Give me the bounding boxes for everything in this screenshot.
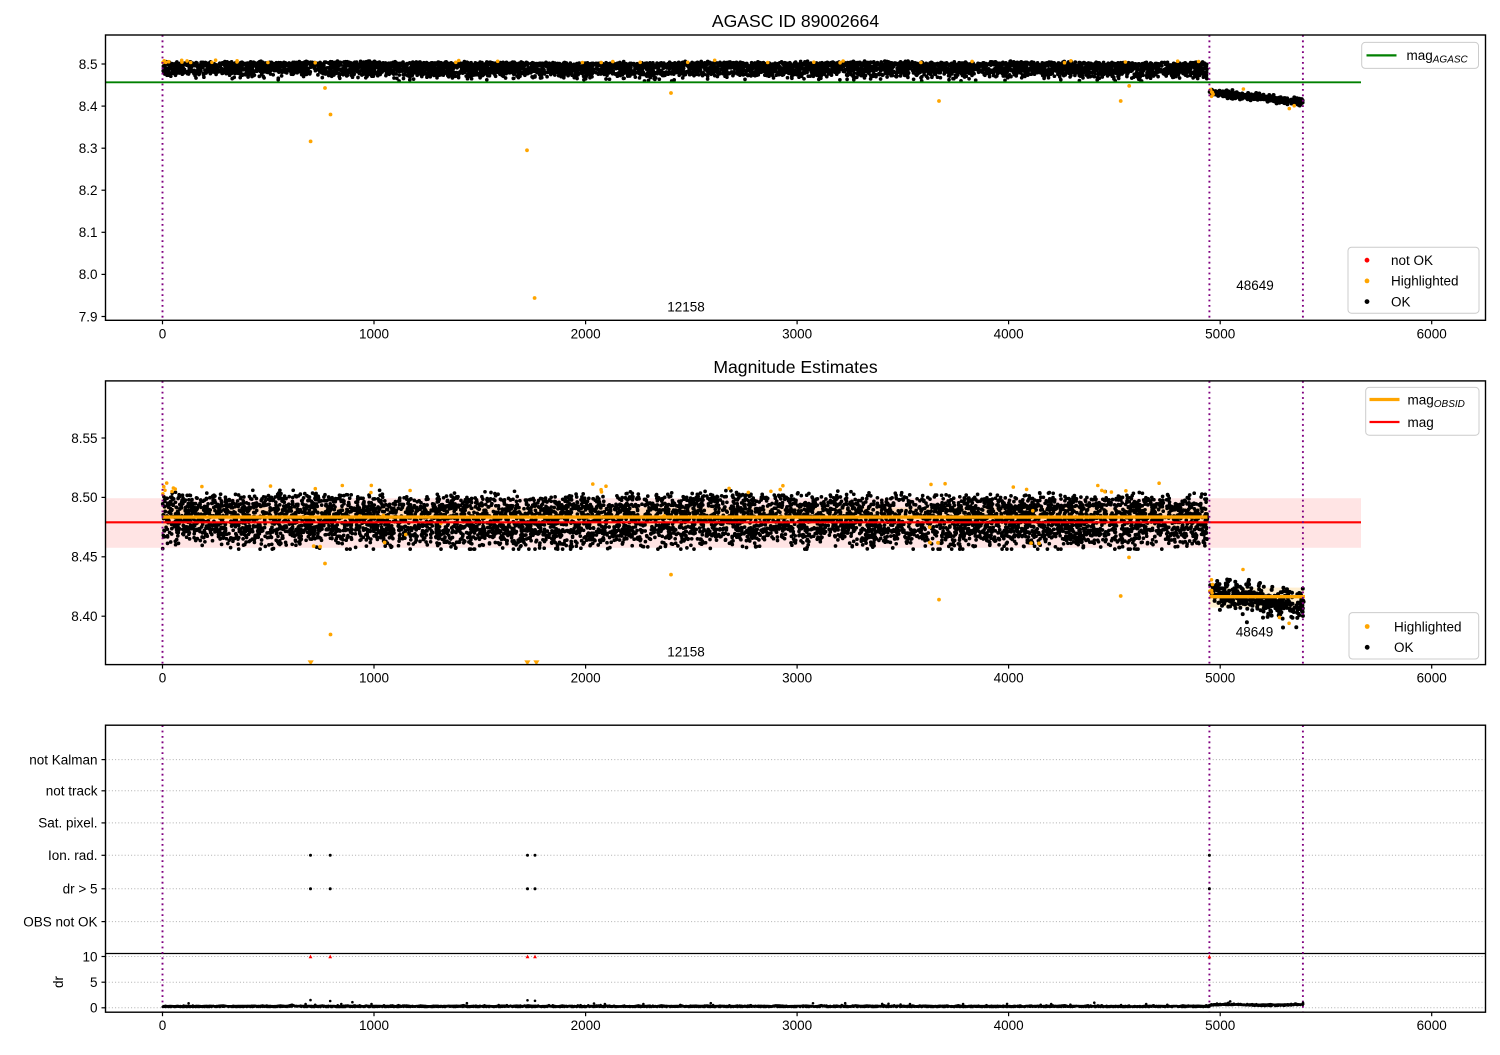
svg-text:0: 0: [90, 1001, 98, 1016]
svg-text:2000: 2000: [571, 1018, 601, 1033]
svg-text:7.9: 7.9: [79, 309, 98, 324]
svg-text:Sat. pixel.: Sat. pixel.: [38, 816, 97, 831]
svg-text:12158: 12158: [667, 645, 705, 660]
svg-text:2000: 2000: [571, 671, 601, 686]
svg-text:6000: 6000: [1417, 671, 1447, 686]
svg-text:8.55: 8.55: [71, 431, 97, 446]
svg-text:2000: 2000: [571, 326, 601, 341]
svg-text:Highlighted: Highlighted: [1394, 619, 1462, 634]
svg-text:0: 0: [159, 1018, 167, 1033]
svg-text:4000: 4000: [994, 326, 1024, 341]
svg-text:Magnitude Estimates: Magnitude Estimates: [713, 357, 877, 377]
svg-text:1000: 1000: [359, 326, 389, 341]
svg-text:5000: 5000: [1205, 326, 1235, 341]
svg-text:12158: 12158: [667, 300, 705, 315]
svg-text:8.4: 8.4: [79, 99, 98, 114]
svg-text:1000: 1000: [359, 1018, 389, 1033]
svg-text:6000: 6000: [1417, 326, 1447, 341]
svg-text:1000: 1000: [359, 671, 389, 686]
svg-text:8.2: 8.2: [79, 183, 98, 198]
svg-text:8.1: 8.1: [79, 225, 98, 240]
svg-text:4000: 4000: [994, 1018, 1024, 1033]
svg-text:not track: not track: [46, 784, 98, 799]
svg-text:5: 5: [90, 975, 98, 990]
svg-text:dr > 5: dr > 5: [63, 882, 98, 897]
svg-text:5000: 5000: [1205, 1018, 1235, 1033]
svg-text:4000: 4000: [994, 671, 1024, 686]
svg-text:5000: 5000: [1205, 671, 1235, 686]
svg-text:OK: OK: [1394, 640, 1414, 655]
svg-text:8.5: 8.5: [79, 57, 98, 72]
svg-text:8.50: 8.50: [71, 490, 97, 505]
svg-text:6000: 6000: [1417, 1018, 1447, 1033]
svg-text:8.3: 8.3: [79, 141, 98, 156]
svg-text:AGASC ID 89002664: AGASC ID 89002664: [712, 11, 879, 31]
svg-text:3000: 3000: [782, 1018, 812, 1033]
svg-text:not Kalman: not Kalman: [29, 752, 97, 767]
svg-text:mag: mag: [1408, 415, 1434, 430]
svg-text:8.0: 8.0: [79, 267, 98, 282]
svg-text:OK: OK: [1391, 294, 1411, 309]
svg-text:3000: 3000: [782, 671, 812, 686]
svg-text:0: 0: [159, 326, 167, 341]
svg-text:OBS not OK: OBS not OK: [23, 914, 97, 929]
svg-text:Ion. rad.: Ion. rad.: [48, 848, 98, 863]
svg-text:3000: 3000: [782, 326, 812, 341]
svg-text:48649: 48649: [1236, 278, 1274, 293]
svg-text:0: 0: [159, 671, 167, 686]
svg-text:48649: 48649: [1236, 625, 1274, 640]
svg-text:8.45: 8.45: [71, 550, 97, 565]
svg-text:not OK: not OK: [1391, 253, 1433, 268]
svg-text:Highlighted: Highlighted: [1391, 274, 1459, 289]
svg-text:8.40: 8.40: [71, 609, 97, 624]
svg-text:dr: dr: [51, 975, 66, 988]
svg-text:10: 10: [82, 949, 97, 964]
